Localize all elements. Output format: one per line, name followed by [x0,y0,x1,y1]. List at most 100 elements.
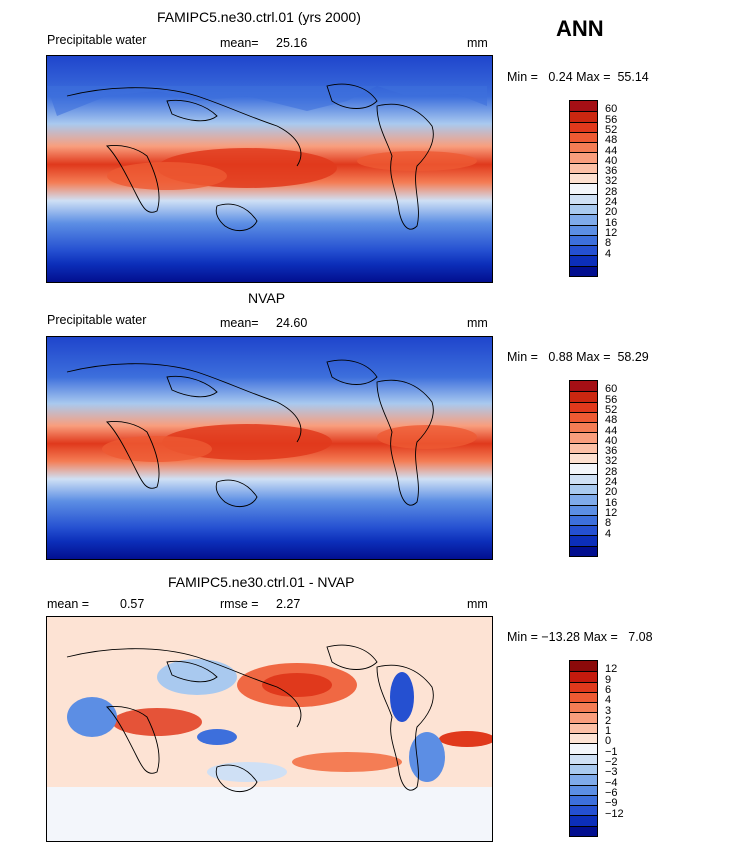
colorbar-tick-label: 1 [605,725,612,738]
colorbar-swatch [570,815,597,826]
colorbar-tick-label: 60 [605,103,618,116]
colorbar-tick-label: 16 [605,216,618,229]
colorbar-swatch [570,183,597,194]
colorbar-swatch [570,494,597,505]
colorbar-tick-label: 36 [605,445,618,458]
colorbar-tick-label: 9 [605,673,612,686]
colorbar-tick-label: 40 [605,434,618,447]
panel1-map-field [47,56,492,282]
panel2-map [46,336,493,560]
colorbar-swatch [570,483,597,495]
colorbar-tick-label: 2 [605,714,612,727]
panel1-mean-value: 25.16 [276,36,308,50]
colorbar-swatch [570,432,597,443]
colorbar-tick-label: 44 [605,144,618,157]
colorbar-swatch [570,203,597,215]
colorbar-swatch [570,255,597,266]
colorbar-tick-label: 44 [605,424,618,437]
colorbar-swatch [570,234,597,246]
panel3-map-field [47,617,492,841]
colorbar-tick-label: 24 [605,196,618,208]
colorbar-swatch [570,805,597,816]
colorbar-swatch [570,463,597,474]
panel3-title: FAMIPC5.ne30.ctrl.01 - NVAP [168,574,355,590]
panel1-title: FAMIPC5.ne30.ctrl.01 (yrs 2000) [157,9,361,25]
colorbar-tick-label: −4 [605,776,618,789]
colorbar-swatch [570,691,597,703]
colorbar-swatch [570,784,597,795]
colorbar-swatch [570,743,597,754]
colorbar-tick-label: 3 [605,704,612,717]
colorbar-swatch [570,224,597,235]
colorbar-swatch [570,152,597,163]
panel3-minmax: Min = −13.28 Max = 7.08 [507,630,653,644]
colorbar-swatch [570,265,597,277]
colorbar-swatch [570,173,597,184]
panel1-minmax: Min = 0.24 Max = 55.14 [507,70,649,84]
colorbar-tick-label: 48 [605,414,618,427]
colorbar-tick-label: 52 [605,123,618,136]
panel1-map [46,55,493,283]
colorbar-swatch [570,681,597,692]
colorbar-swatch [570,381,597,392]
colorbar-tick-label: 24 [605,476,618,488]
panel3-mean-value: 0.57 [120,597,145,611]
colorbar-tick-label: 4 [605,694,612,707]
colorbar-tick-label: −9 [605,797,618,810]
colorbar-swatch [570,453,597,464]
panel3-mean-label: mean = [47,597,90,611]
colorbar-swatch [570,825,597,837]
panel3-units: mm [467,597,488,611]
colorbar-tick-label: −12 [605,807,624,820]
panel1-units: mm [467,36,488,50]
panel2-mean-label: mean= [220,316,259,330]
colorbar-tick-label: 36 [605,165,618,178]
colorbar-swatch [570,162,597,174]
colorbar-swatch [570,661,597,672]
panel2-map-field [47,337,492,559]
colorbar-swatch [570,535,597,546]
panel2-title: NVAP [248,290,286,306]
panel3-map [46,616,493,842]
colorbar-swatch [570,504,597,515]
colorbar-tick-label: 32 [605,455,618,468]
colorbar-swatch [570,514,597,526]
panel1-mean-label: mean= [220,36,259,50]
panel2-colorbar [569,380,598,558]
colorbar-tick-label: 28 [605,185,618,198]
colorbar-swatch [570,722,597,734]
panel2-variable-label: Precipitable water [47,313,147,327]
colorbar-tick-label: 28 [605,465,618,478]
colorbar-tick-label: 40 [605,154,618,167]
colorbar-swatch [570,111,597,122]
colorbar-swatch [570,753,597,764]
panel3-rmse-label: rmse = [220,597,259,611]
colorbar-tick-label: 48 [605,134,618,147]
colorbar-tick-label: 8 [605,517,612,530]
colorbar-swatch [570,131,597,143]
colorbar-tick-label: 56 [605,393,618,406]
colorbar-tick-label: 12 [605,506,618,519]
panel1-variable-label: Precipitable water [47,33,147,47]
panel2-minmax: Min = 0.88 Max = 58.29 [507,350,649,364]
colorbar-swatch [570,525,597,536]
panel2-units: mm [467,316,488,330]
colorbar-tick-label: 0 [605,735,612,748]
colorbar-swatch [570,391,597,402]
colorbar-swatch [570,442,597,454]
colorbar-tick-label: −3 [605,766,618,779]
colorbar-swatch [570,422,597,433]
colorbar-swatch [570,794,597,806]
colorbar-tick-label: 56 [605,113,618,126]
colorbar-swatch [570,473,597,484]
colorbar-swatch [570,411,597,423]
colorbar-swatch [570,763,597,775]
colorbar-tick-label: 4 [605,527,612,540]
colorbar-swatch [570,101,597,112]
colorbar-tick-label: 52 [605,403,618,416]
colorbar-tick-label: 16 [605,496,618,509]
colorbar-swatch [570,401,597,412]
season-label: ANN [556,16,604,41]
panel3-colorbar [569,660,598,838]
colorbar-swatch [570,245,597,256]
